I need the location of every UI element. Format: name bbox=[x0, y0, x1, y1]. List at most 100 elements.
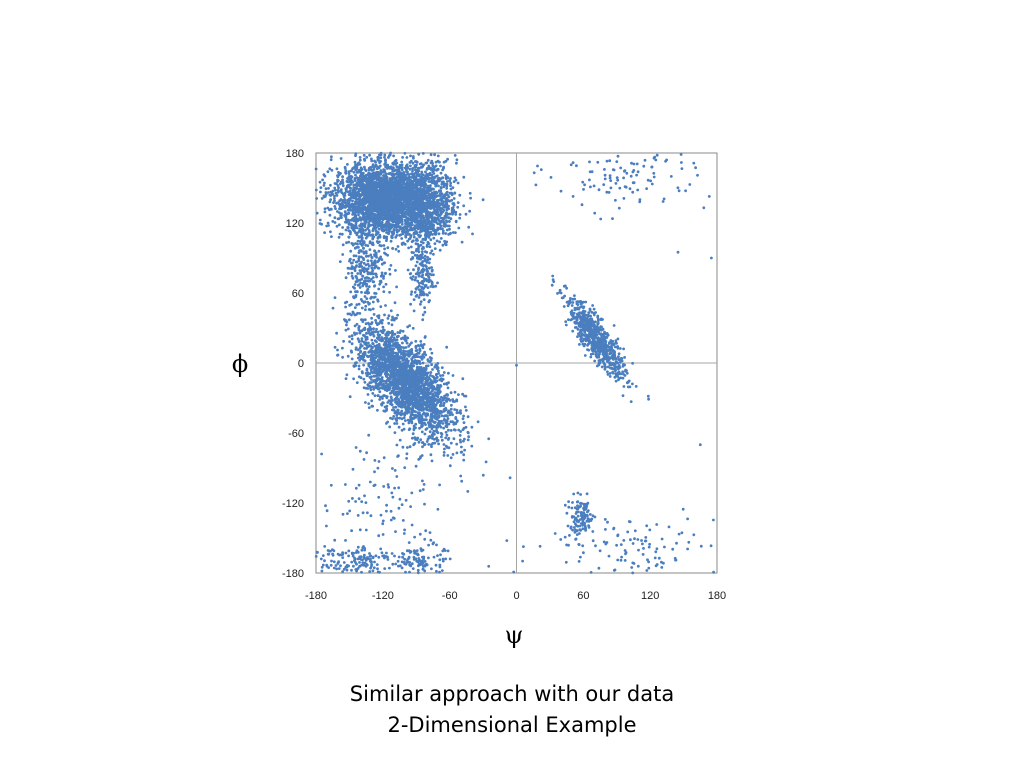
data-point bbox=[414, 180, 418, 184]
data-point bbox=[441, 219, 445, 222]
data-point bbox=[331, 189, 335, 193]
data-point bbox=[468, 191, 472, 195]
data-point bbox=[367, 197, 371, 200]
data-point bbox=[398, 181, 401, 184]
data-point bbox=[397, 175, 400, 179]
data-point bbox=[396, 245, 400, 248]
data-point bbox=[398, 188, 401, 192]
data-point bbox=[357, 213, 360, 217]
data-point bbox=[330, 235, 333, 239]
data-point bbox=[363, 186, 367, 189]
data-point bbox=[455, 158, 459, 162]
data-point bbox=[367, 206, 370, 210]
data-point bbox=[367, 233, 371, 237]
data-point bbox=[439, 374, 442, 377]
data-point bbox=[357, 178, 361, 182]
data-point bbox=[402, 206, 405, 210]
data-point bbox=[456, 201, 460, 205]
data-point bbox=[386, 253, 389, 257]
data-point bbox=[391, 162, 395, 165]
data-point bbox=[404, 235, 408, 239]
data-point bbox=[421, 282, 425, 286]
data-point bbox=[333, 186, 337, 190]
data-point bbox=[398, 438, 402, 442]
data-point bbox=[379, 215, 383, 219]
data-point bbox=[385, 396, 389, 400]
data-point bbox=[333, 216, 337, 220]
data-point bbox=[330, 155, 333, 159]
data-point bbox=[388, 290, 391, 294]
data-point bbox=[408, 237, 412, 240]
data-point bbox=[420, 275, 424, 278]
data-point bbox=[421, 188, 425, 191]
data-point bbox=[426, 256, 429, 259]
data-point bbox=[360, 337, 364, 340]
data-point bbox=[445, 190, 449, 194]
data-point bbox=[319, 190, 322, 194]
data-point bbox=[401, 229, 405, 233]
data-point bbox=[376, 210, 380, 214]
data-point bbox=[423, 238, 427, 241]
data-point bbox=[376, 215, 380, 218]
data-point bbox=[364, 233, 367, 237]
data-point bbox=[346, 226, 350, 229]
data-point bbox=[329, 190, 333, 194]
data-point bbox=[340, 216, 343, 220]
data-point bbox=[398, 219, 402, 223]
data-point bbox=[409, 272, 413, 275]
data-point bbox=[359, 249, 363, 253]
data-point bbox=[347, 193, 351, 197]
data-point bbox=[377, 266, 381, 270]
data-point bbox=[362, 153, 366, 157]
data-point bbox=[421, 198, 425, 202]
data-point bbox=[415, 195, 418, 198]
data-point bbox=[327, 191, 330, 194]
data-point bbox=[420, 286, 424, 290]
data-point bbox=[437, 232, 441, 236]
data-point bbox=[427, 185, 431, 189]
data-point bbox=[331, 306, 335, 310]
data-point bbox=[365, 284, 368, 288]
data-point bbox=[360, 242, 364, 246]
data-point bbox=[367, 285, 371, 288]
data-point bbox=[462, 458, 466, 462]
data-point bbox=[368, 248, 372, 252]
data-point bbox=[420, 210, 424, 214]
data-point bbox=[377, 287, 381, 291]
data-point bbox=[406, 446, 409, 449]
data-point bbox=[361, 227, 365, 231]
data-point bbox=[358, 156, 362, 159]
data-point bbox=[444, 201, 448, 205]
data-point bbox=[367, 279, 371, 283]
data-point bbox=[347, 183, 350, 187]
data-point bbox=[377, 173, 381, 176]
data-point bbox=[409, 179, 413, 183]
data-point bbox=[435, 174, 439, 178]
data-point bbox=[367, 223, 371, 227]
data-point bbox=[395, 188, 399, 192]
data-point bbox=[410, 290, 414, 294]
data-point bbox=[353, 206, 356, 210]
data-point bbox=[387, 314, 391, 318]
data-point bbox=[445, 175, 449, 179]
data-point bbox=[393, 301, 397, 305]
data-point bbox=[425, 172, 429, 176]
data-point bbox=[370, 210, 374, 214]
data-point bbox=[328, 213, 332, 217]
data-point bbox=[370, 212, 373, 216]
data-point bbox=[361, 281, 365, 285]
data-point bbox=[353, 306, 357, 309]
data-point bbox=[432, 273, 435, 277]
data-point bbox=[353, 229, 356, 233]
data-point bbox=[436, 154, 440, 158]
data-point bbox=[433, 247, 437, 251]
data-point bbox=[392, 181, 395, 185]
data-point bbox=[447, 216, 450, 220]
data-point bbox=[361, 206, 365, 210]
data-point bbox=[434, 190, 437, 194]
data-point bbox=[367, 402, 371, 405]
data-point bbox=[353, 177, 357, 180]
data-point bbox=[376, 225, 380, 228]
data-point bbox=[417, 233, 420, 237]
data-point bbox=[365, 178, 368, 182]
